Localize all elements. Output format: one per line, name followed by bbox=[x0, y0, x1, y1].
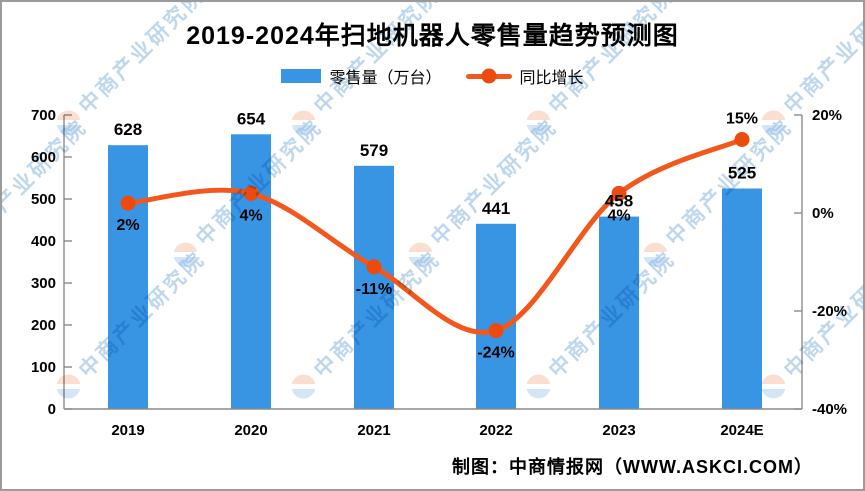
bar-2020 bbox=[231, 134, 271, 410]
bar-value-label: 579 bbox=[360, 141, 388, 160]
legend-item-retail-volume: 零售量（万台） bbox=[281, 64, 442, 88]
growth-point-label: -24% bbox=[477, 345, 514, 362]
x-axis-label-2020: 2020 bbox=[234, 422, 267, 439]
growth-marker-2021 bbox=[366, 259, 382, 275]
left-axis-tick-label: 700 bbox=[31, 107, 56, 124]
right-axis-tick-label: 0% bbox=[812, 205, 834, 222]
bar-value-label: 441 bbox=[482, 199, 510, 218]
left-axis-tick-label: 0 bbox=[48, 401, 56, 418]
bar-2022 bbox=[476, 223, 516, 409]
bar-value-label: 628 bbox=[114, 120, 142, 139]
growth-point-label: 15% bbox=[726, 111, 758, 128]
legend-bar-label: 零售量（万台） bbox=[329, 70, 442, 87]
right-axis-tick-label: -20% bbox=[812, 303, 847, 320]
bar-2023 bbox=[599, 216, 639, 409]
left-axis-tick-label: 300 bbox=[31, 275, 56, 292]
growth-marker-2023 bbox=[611, 185, 627, 201]
bar-value-label: 525 bbox=[728, 164, 756, 183]
x-axis-label-2023: 2023 bbox=[602, 422, 635, 439]
x-axis-label-2022: 2022 bbox=[479, 422, 512, 439]
legend-bar-swatch-icon bbox=[281, 69, 322, 83]
left-axis-tick-label: 100 bbox=[31, 359, 56, 376]
growth-marker-2022 bbox=[488, 323, 504, 339]
left-axis-tick-label: 500 bbox=[31, 191, 56, 208]
growth-marker-2020 bbox=[243, 185, 259, 201]
x-axis-label-2019: 2019 bbox=[111, 422, 144, 439]
legend: 零售量（万台） 同比增长 bbox=[2, 64, 863, 88]
right-axis-tick-label: -40% bbox=[812, 401, 847, 418]
footer-credit: 制图：中商情报网（WWW.ASKCI.COM） bbox=[452, 457, 813, 477]
x-axis-label-2021: 2021 bbox=[357, 422, 390, 439]
legend-line-dot-icon bbox=[481, 68, 496, 84]
growth-marker-2019 bbox=[120, 195, 136, 211]
left-axis-tick-label: 200 bbox=[31, 317, 56, 334]
legend-line-label: 同比增长 bbox=[519, 70, 584, 87]
legend-item-yoy-growth: 同比增长 bbox=[465, 64, 584, 88]
growth-line bbox=[125, 137, 745, 335]
left-axis-tick-label: 400 bbox=[31, 233, 56, 250]
growth-point-label: 4% bbox=[607, 207, 630, 224]
growth-point-label: -11% bbox=[356, 281, 392, 298]
x-axis-label-2024E: 2024E bbox=[720, 422, 763, 439]
bar-2019 bbox=[108, 145, 148, 409]
growth-marker-2024E bbox=[734, 132, 750, 147]
growth-point-label: 2% bbox=[116, 217, 139, 234]
legend-line-swatch-icon bbox=[465, 68, 512, 84]
right-axis-tick-label: 20% bbox=[812, 107, 842, 124]
growth-point-label: 4% bbox=[239, 207, 262, 224]
left-axis-tick-label: 600 bbox=[31, 149, 56, 166]
bar-2024E bbox=[722, 188, 762, 409]
bar-2021 bbox=[354, 165, 394, 409]
bar-value-label: 654 bbox=[237, 109, 266, 128]
chart-title: 2019-2024年扫地机器人零售量趋势预测图 bbox=[186, 22, 679, 50]
bar-value-label: 458 bbox=[605, 192, 633, 211]
